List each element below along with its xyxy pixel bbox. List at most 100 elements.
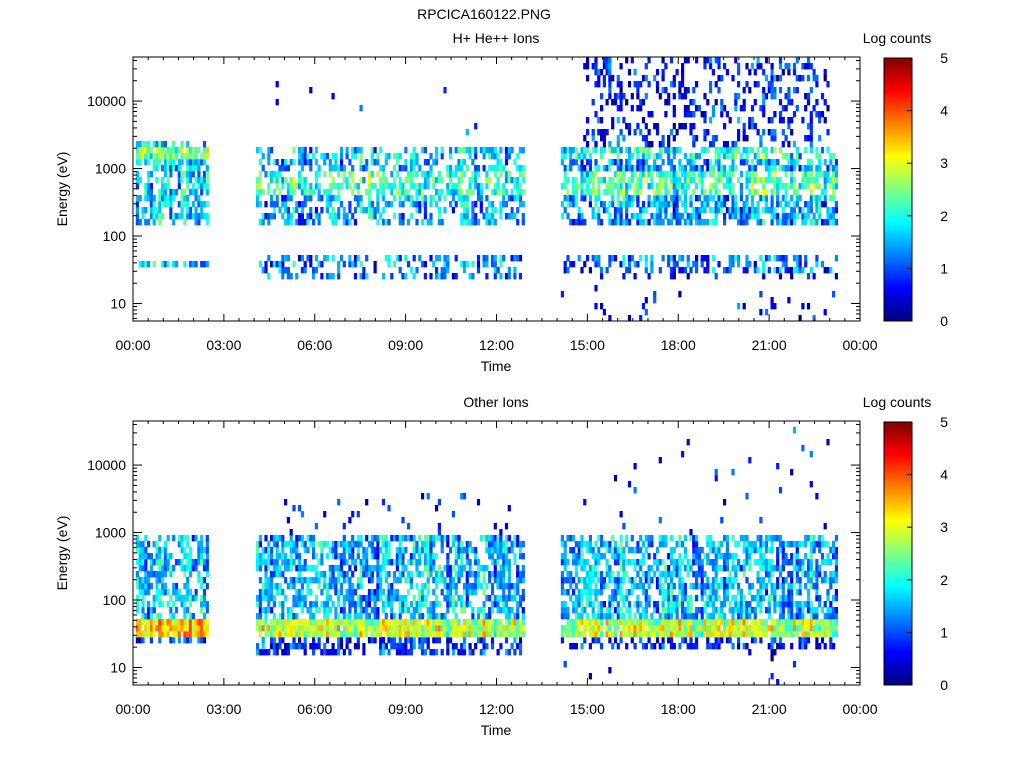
heatmap-cell	[471, 147, 475, 154]
heatmap-cell	[681, 451, 685, 458]
heatmap-cell	[440, 577, 444, 584]
heatmap-cell	[516, 643, 520, 650]
heatmap-cell	[342, 219, 346, 226]
heatmap-cell	[636, 165, 640, 172]
heatmap-cell	[580, 183, 584, 190]
heatmap-cell	[706, 159, 710, 166]
heatmap-cell	[163, 195, 167, 202]
heatmap-cell	[622, 135, 626, 142]
heatmap-cell	[510, 619, 514, 626]
heatmap-cell	[770, 93, 774, 100]
heatmap-cell	[300, 607, 304, 614]
heatmap-cell	[784, 63, 788, 70]
heatmap-cell	[281, 177, 285, 184]
heatmap-cell	[683, 219, 687, 226]
heatmap-cell	[714, 159, 718, 166]
heatmap-cell	[588, 159, 592, 166]
heatmap-cell	[639, 577, 643, 584]
heatmap-cell	[588, 177, 592, 184]
heatmap-cell	[600, 601, 604, 608]
heatmap-cell	[362, 177, 366, 184]
heatmap-cell	[300, 511, 304, 518]
heatmap-cell	[695, 643, 699, 650]
heatmap-cell	[437, 213, 441, 220]
heatmap-cell	[700, 207, 704, 214]
heatmap-cell	[328, 201, 332, 208]
heatmap-cell	[812, 183, 816, 190]
heatmap-cell	[672, 189, 676, 196]
heatmap-cell	[577, 183, 581, 190]
heatmap-cell	[289, 625, 293, 632]
heatmap-cell	[516, 177, 520, 184]
heatmap-cell	[622, 201, 626, 208]
heatmap-cell	[348, 517, 352, 524]
heatmap-cell	[818, 165, 822, 172]
heatmap-cell	[507, 177, 511, 184]
heatmap-cell	[496, 625, 500, 632]
heatmap-cell	[608, 201, 612, 208]
heatmap-cell	[678, 195, 682, 202]
heatmap-cell	[379, 625, 383, 632]
heatmap-cell	[658, 619, 662, 626]
heatmap-cell	[683, 201, 687, 208]
heatmap-cell	[415, 565, 419, 572]
heatmap-cell	[675, 571, 679, 578]
heatmap-cell	[781, 129, 785, 136]
heatmap-cell	[767, 87, 771, 94]
heatmap-cell	[728, 177, 732, 184]
heatmap-cell	[586, 571, 590, 578]
heatmap-cell	[476, 619, 481, 626]
heatmap-cell	[804, 93, 808, 100]
heatmap-cell	[166, 165, 170, 172]
heatmap-cell	[602, 165, 606, 172]
heatmap-cell	[737, 631, 741, 638]
heatmap-cell	[367, 207, 372, 214]
heatmap-cell	[650, 213, 654, 220]
heatmap-cell	[270, 619, 274, 626]
heatmap-cell	[474, 625, 478, 632]
heatmap-cell	[611, 553, 615, 560]
heatmap-cell	[449, 589, 453, 596]
heatmap-cell	[641, 643, 646, 650]
heatmap-cell	[594, 619, 598, 626]
heatmap-cell	[790, 159, 794, 166]
heatmap-cell	[591, 189, 595, 196]
heatmap-cell	[292, 559, 296, 566]
heatmap-cell	[471, 207, 475, 214]
heatmap-cell	[286, 189, 290, 196]
heatmap-cell	[186, 631, 190, 638]
colorbar-gradient	[883, 57, 913, 322]
heatmap-cell	[334, 213, 338, 220]
heatmap-cell	[653, 631, 657, 638]
heatmap-cell	[773, 189, 777, 196]
heatmap-cell	[667, 571, 671, 578]
heatmap-cell	[152, 207, 156, 214]
heatmap-cell	[261, 165, 265, 172]
heatmap-cell	[194, 619, 198, 626]
heatmap-cell	[627, 601, 632, 608]
heatmap-cell	[169, 619, 173, 626]
heatmap-cell	[697, 547, 701, 554]
heatmap-cell	[725, 559, 729, 566]
heatmap-cell	[745, 541, 749, 548]
heatmap-cell	[404, 147, 408, 154]
heatmap-cell	[409, 153, 413, 160]
heatmap-cell	[742, 619, 746, 626]
heatmap-cell	[454, 547, 458, 554]
heatmap-cell	[398, 177, 402, 184]
heatmap-cell	[449, 601, 453, 608]
heatmap-cell	[616, 159, 620, 166]
heatmap-cell	[569, 547, 573, 554]
heatmap-cell	[795, 159, 799, 166]
heatmap-cell	[709, 619, 713, 626]
heatmap-cell	[186, 183, 190, 190]
heatmap-cell	[600, 553, 604, 560]
heatmap-cell	[289, 219, 293, 226]
heatmap-cell	[158, 601, 162, 608]
heatmap-cell	[742, 123, 746, 130]
heatmap-cell	[188, 261, 193, 268]
heatmap-cell	[625, 595, 629, 602]
heatmap-cell	[493, 571, 497, 578]
heatmap-cell	[809, 195, 813, 202]
heatmap-cell	[510, 189, 514, 196]
